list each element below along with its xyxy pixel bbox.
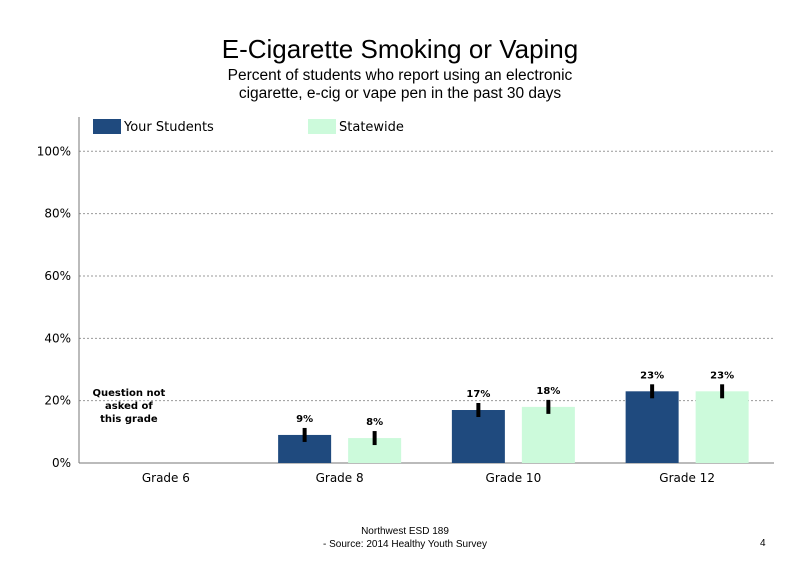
data-label: 23% xyxy=(710,370,734,381)
data-label: 8% xyxy=(366,417,383,428)
annotation-text: this grade xyxy=(100,414,158,425)
x-tick-label: Grade 8 xyxy=(316,471,364,485)
x-tick-label: Grade 10 xyxy=(486,471,542,485)
page-number: 4 xyxy=(760,538,766,549)
y-tick-label: 20% xyxy=(44,394,71,408)
bar xyxy=(521,406,575,463)
bar xyxy=(625,391,679,463)
legend-label: Statewide xyxy=(339,120,404,135)
x-tick-label: Grade 6 xyxy=(142,471,190,485)
data-label: 18% xyxy=(536,386,560,397)
bar xyxy=(451,410,505,463)
annotation-text: Question not xyxy=(92,388,165,399)
annotation-text: asked of xyxy=(105,401,153,412)
y-tick-label: 0% xyxy=(52,456,71,470)
chart-title: E-Cigarette Smoking or Vaping xyxy=(221,34,579,64)
legend-label: Your Students xyxy=(123,120,214,135)
data-label: 17% xyxy=(466,389,490,400)
y-tick-label: 40% xyxy=(44,331,71,345)
y-tick-label: 60% xyxy=(44,269,71,283)
bar xyxy=(695,391,749,463)
legend-swatch xyxy=(308,119,336,134)
footer-line-2: - Source: 2014 Healthy Youth Survey xyxy=(323,539,487,550)
footer-line-1: Northwest ESD 189 xyxy=(361,526,449,537)
y-tick-label: 80% xyxy=(44,207,71,221)
data-label: 9% xyxy=(296,414,313,425)
y-tick-label: 100% xyxy=(37,144,71,158)
footer: Northwest ESD 189 - Source: 2014 Healthy… xyxy=(250,525,560,551)
legend-swatch xyxy=(93,119,121,134)
x-tick-label: Grade 12 xyxy=(659,471,715,485)
chart-subtitle: Percent of students who report using an … xyxy=(227,67,573,102)
data-label: 23% xyxy=(640,370,664,381)
